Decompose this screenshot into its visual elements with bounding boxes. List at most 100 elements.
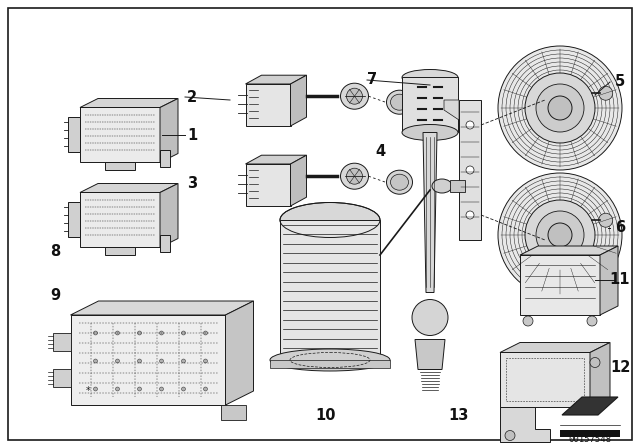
Text: 7: 7 — [367, 73, 377, 87]
Circle shape — [93, 331, 97, 335]
Polygon shape — [52, 369, 70, 387]
Circle shape — [466, 166, 474, 174]
Polygon shape — [80, 108, 160, 163]
Ellipse shape — [402, 69, 458, 86]
Polygon shape — [70, 301, 253, 315]
Circle shape — [412, 300, 448, 336]
Ellipse shape — [432, 179, 452, 193]
Polygon shape — [280, 220, 380, 360]
Polygon shape — [415, 340, 445, 370]
Polygon shape — [520, 246, 618, 255]
Circle shape — [204, 387, 207, 391]
Polygon shape — [246, 155, 307, 164]
Ellipse shape — [390, 174, 408, 190]
Polygon shape — [221, 405, 246, 420]
Circle shape — [115, 331, 120, 335]
Circle shape — [204, 359, 207, 363]
Text: 11: 11 — [610, 272, 630, 288]
Text: 2: 2 — [187, 90, 197, 104]
Circle shape — [548, 223, 572, 247]
Polygon shape — [246, 164, 291, 206]
Circle shape — [590, 358, 600, 367]
Circle shape — [159, 387, 163, 391]
Circle shape — [159, 359, 163, 363]
Text: 6: 6 — [615, 220, 625, 236]
Polygon shape — [105, 247, 135, 255]
Ellipse shape — [387, 90, 413, 114]
Circle shape — [523, 316, 533, 326]
Circle shape — [505, 431, 515, 440]
Ellipse shape — [402, 125, 458, 141]
Polygon shape — [560, 430, 620, 437]
Circle shape — [346, 88, 362, 104]
Polygon shape — [590, 343, 610, 408]
Ellipse shape — [390, 94, 408, 110]
Circle shape — [138, 359, 141, 363]
Circle shape — [599, 86, 612, 100]
Circle shape — [93, 359, 97, 363]
Circle shape — [159, 331, 163, 335]
Text: 13: 13 — [448, 408, 468, 422]
Polygon shape — [68, 202, 80, 237]
Text: 3: 3 — [187, 176, 197, 190]
Polygon shape — [68, 117, 80, 152]
Polygon shape — [450, 180, 465, 192]
Circle shape — [599, 213, 612, 227]
Polygon shape — [80, 99, 178, 108]
Text: 5: 5 — [615, 74, 625, 90]
Text: 1: 1 — [187, 128, 197, 142]
Circle shape — [536, 84, 584, 132]
Polygon shape — [246, 84, 291, 126]
Ellipse shape — [280, 202, 380, 237]
Circle shape — [93, 387, 97, 391]
Circle shape — [115, 387, 120, 391]
Ellipse shape — [340, 83, 369, 109]
Polygon shape — [500, 408, 550, 443]
Ellipse shape — [340, 163, 369, 189]
Circle shape — [525, 200, 595, 270]
Circle shape — [138, 387, 141, 391]
Circle shape — [498, 46, 622, 170]
Polygon shape — [600, 246, 618, 315]
Polygon shape — [160, 99, 178, 163]
Text: 00157548: 00157548 — [568, 435, 611, 444]
Circle shape — [466, 211, 474, 219]
Circle shape — [138, 331, 141, 335]
Polygon shape — [80, 193, 160, 247]
Polygon shape — [246, 75, 307, 84]
Circle shape — [587, 316, 597, 326]
Text: 8: 8 — [50, 245, 60, 259]
Polygon shape — [423, 133, 437, 293]
Circle shape — [182, 359, 186, 363]
Circle shape — [115, 359, 120, 363]
Circle shape — [182, 387, 186, 391]
Polygon shape — [52, 333, 70, 351]
Polygon shape — [70, 315, 225, 405]
Polygon shape — [402, 78, 458, 133]
Polygon shape — [562, 397, 618, 415]
Polygon shape — [291, 75, 307, 126]
Polygon shape — [160, 236, 170, 253]
Polygon shape — [520, 255, 600, 315]
Circle shape — [525, 73, 595, 143]
Polygon shape — [459, 100, 481, 240]
Polygon shape — [160, 151, 170, 168]
Polygon shape — [444, 100, 459, 120]
Circle shape — [466, 121, 474, 129]
Polygon shape — [225, 301, 253, 405]
Text: 4: 4 — [375, 145, 385, 159]
Circle shape — [182, 331, 186, 335]
Polygon shape — [80, 184, 178, 193]
Ellipse shape — [387, 170, 413, 194]
Ellipse shape — [270, 349, 390, 371]
Polygon shape — [105, 163, 135, 171]
Circle shape — [204, 331, 207, 335]
Polygon shape — [270, 360, 390, 368]
Text: 12: 12 — [610, 361, 630, 375]
Polygon shape — [500, 343, 610, 353]
Polygon shape — [500, 353, 590, 408]
Text: 10: 10 — [316, 408, 336, 422]
Text: *: * — [86, 386, 91, 396]
Polygon shape — [160, 184, 178, 247]
Circle shape — [548, 96, 572, 120]
